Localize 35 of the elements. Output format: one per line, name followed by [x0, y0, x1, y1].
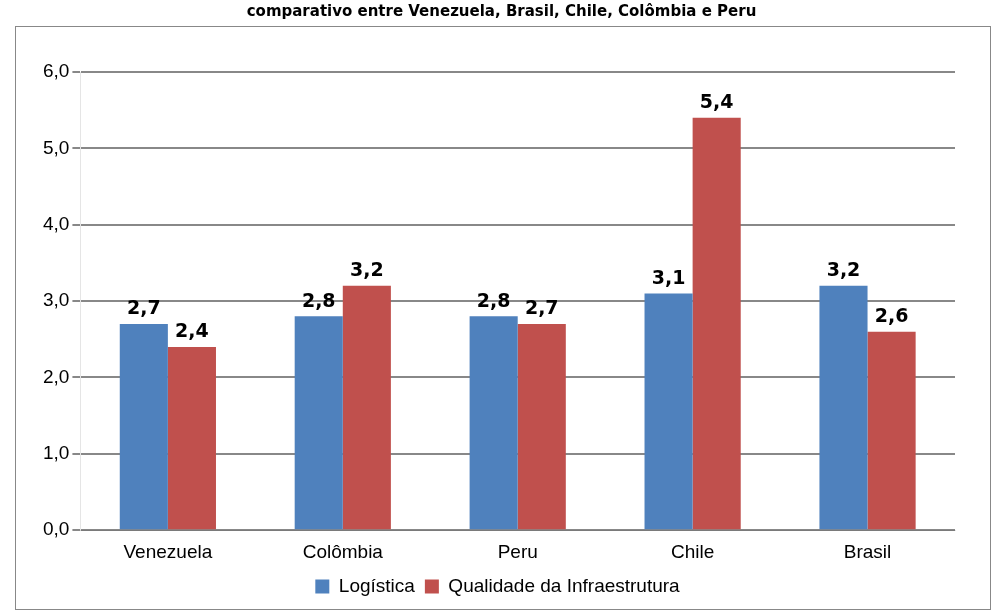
bar	[294, 316, 343, 530]
x-tick-label: Brasil	[843, 540, 892, 562]
data-label: 2,4	[175, 319, 209, 342]
data-label: 2,6	[874, 304, 909, 327]
bar	[167, 346, 216, 530]
chart-title: comparativo entre Venezuela, Brasil, Chile, Colômbia e Peru	[245, 2, 758, 20]
y-tick-label: 6,0	[42, 60, 70, 82]
y-tick-label: 3,0	[42, 289, 70, 311]
legend-label: Logística	[338, 574, 416, 596]
legend-label: Qualidade da Infraestrutura	[448, 574, 681, 596]
y-tick-label: 4,0	[42, 212, 70, 234]
bar	[692, 117, 741, 530]
data-label: 2,8	[301, 288, 336, 311]
bar	[119, 324, 168, 530]
y-tick-label: 1,0	[42, 442, 70, 464]
data-label: 2,8	[476, 288, 511, 311]
x-tick-label: Peru	[497, 540, 538, 562]
x-tick-label: Chile	[670, 540, 715, 562]
data-label: 5,4	[699, 90, 734, 113]
bar	[469, 316, 518, 530]
y-tick-label: 0,0	[42, 518, 70, 540]
bar	[644, 293, 693, 530]
data-label: 3,1	[651, 265, 686, 288]
bar	[517, 324, 566, 530]
data-label: 3,2	[826, 258, 861, 281]
data-label: 3,2	[350, 258, 384, 281]
y-tick-label: 5,0	[42, 136, 70, 158]
bar	[342, 285, 391, 530]
x-tick-label: Venezuela	[123, 540, 213, 562]
bar	[819, 285, 868, 530]
x-tick-label: Colômbia	[302, 540, 384, 562]
data-label: 2,7	[126, 296, 161, 319]
bar	[867, 331, 916, 530]
data-label: 2,7	[524, 296, 559, 319]
y-tick-label: 2,0	[42, 365, 70, 387]
